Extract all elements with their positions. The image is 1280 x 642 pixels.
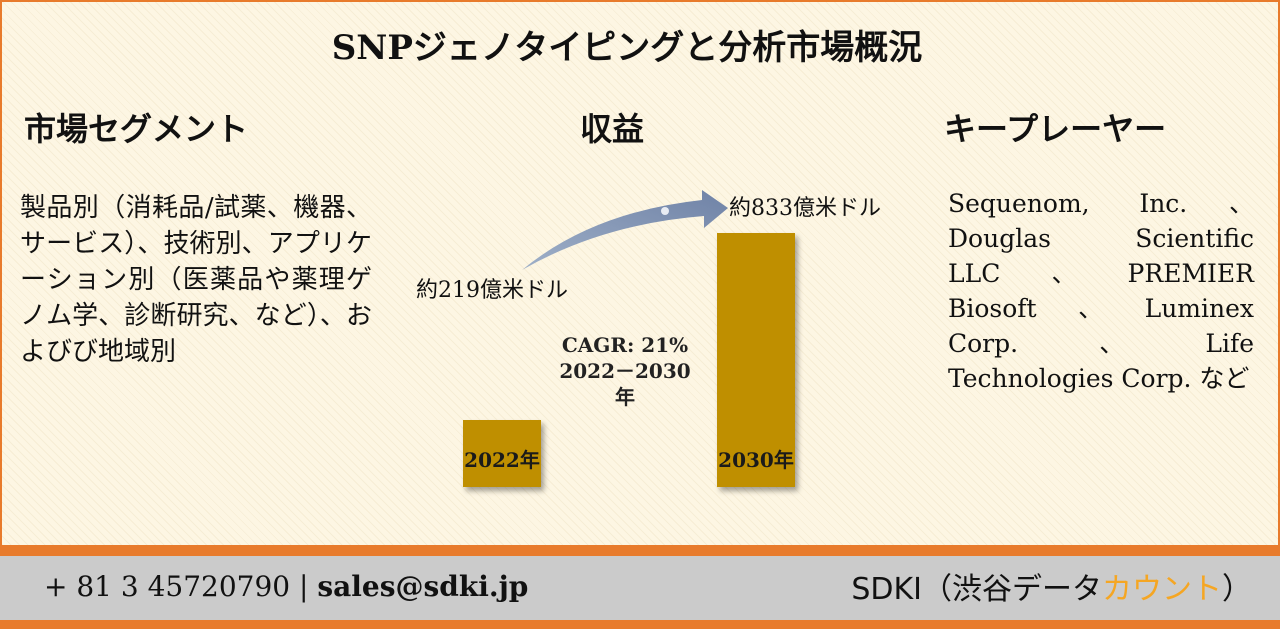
segment-description: 製品別（消耗品/試薬、機器、サービス）、技術別、アプリケーション別（医薬品や薬理… [20,193,372,367]
separator: | [299,570,309,603]
phone-number: + 81 3 45720790 [44,570,291,603]
brand-close: ） [1222,572,1252,607]
cagr-annotation: CAGR: 21% 2022－2030年 [550,332,700,410]
cagr-period: 2022－2030年 [559,359,691,409]
growth-arrow-icon [522,190,728,270]
bar-category-label: 2022年 [464,448,540,472]
email-link[interactable]: sales@sdki.jp [317,570,529,603]
footer-bottom-stripe [0,620,1280,629]
revenue-heading: 収益 [580,110,645,148]
contact-info: + 81 3 45720790 | sales@sdki.jp [44,570,528,603]
value-label-2022: 約219億米ドル [416,278,568,303]
bar-2030: 2030年 [717,233,795,487]
footer-bar: + 81 3 45720790 | sales@sdki.jp SDKI（渋谷デ… [0,556,1280,620]
brand-highlight: カウント [1102,572,1222,607]
brand-name: SDKI（渋谷データカウント） [851,564,1252,608]
cagr-rate: CAGR: 21% [561,333,689,357]
page-title: SNPジェノタイピングと分析市場概況 [331,28,923,68]
value-label-2030: 約833億米ドル [729,196,881,221]
brand-main: SDKI（渋谷データ [851,572,1102,607]
overview-card: SNPジェノタイピングと分析市場概況 市場セグメント 収益 キープレーヤー 製品… [0,0,1280,545]
bar-category-label: 2030年 [718,448,794,472]
players-description: Sequenom, Inc.、Douglas Scientific LLC、PR… [948,189,1254,393]
footer-top-stripe [0,545,1280,556]
players-heading: キープレーヤー [944,110,1167,148]
segment-heading: 市場セグメント [24,110,249,148]
bar-2022: 2022年 [463,420,541,487]
